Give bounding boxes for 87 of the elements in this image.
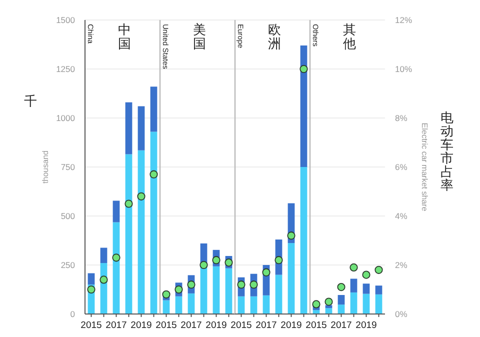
x-tick-label: 2015 (306, 320, 327, 331)
text: 中国 (118, 22, 131, 51)
point (87, 285, 96, 294)
bar (338, 294, 345, 305)
bar (275, 274, 282, 314)
bar (100, 248, 108, 264)
point (274, 256, 283, 264)
x-tick-label: 2019 (280, 320, 302, 331)
point (300, 64, 308, 74)
x-tick-label: 2019 (356, 320, 377, 331)
bar (350, 292, 358, 314)
x-tick-label: 2017 (106, 320, 127, 331)
bar (225, 268, 232, 314)
y-tick-label: 750 (60, 162, 76, 172)
bar (375, 286, 382, 294)
point (337, 283, 346, 292)
point (212, 256, 220, 264)
y2-tick-label: 2% (395, 260, 408, 270)
y2-tick-label: 6% (395, 162, 408, 172)
x-tick-label: 2019 (130, 320, 152, 331)
bar (162, 300, 170, 314)
point (112, 254, 120, 262)
bar (375, 294, 382, 314)
y-tick-label: 500 (60, 211, 76, 221)
bar (350, 278, 358, 292)
bar (175, 296, 182, 314)
x-tick-label: 2015 (230, 320, 252, 331)
bar (188, 293, 195, 314)
point (174, 285, 183, 294)
bar (125, 102, 132, 154)
bar (362, 294, 370, 314)
point (374, 266, 383, 274)
bar (250, 296, 258, 314)
bar (300, 167, 308, 314)
x-tick-label: 2019 (206, 320, 227, 331)
y-axis-title: thousand (41, 150, 50, 184)
point (137, 192, 146, 200)
point (187, 280, 196, 289)
x-tick-label: 2017 (330, 320, 352, 331)
x-tick-label: 2017 (256, 320, 277, 331)
bar (112, 200, 120, 222)
point (350, 263, 358, 272)
point (362, 270, 370, 279)
point (312, 300, 320, 308)
bar (138, 106, 145, 150)
x-tick-label: 2015 (156, 320, 177, 331)
text: 其他 (343, 22, 356, 51)
text: 欧洲 (268, 22, 281, 51)
point (324, 298, 333, 306)
bar (238, 296, 245, 314)
bar (288, 243, 295, 314)
y2-tick-label: 0% (395, 309, 408, 319)
point (100, 276, 108, 284)
bar (338, 304, 345, 314)
text: 电动车市占率 (440, 110, 454, 193)
bar (362, 284, 370, 294)
point (287, 232, 296, 240)
y-tick-label: 1500 (56, 15, 76, 25)
point (150, 170, 158, 178)
bar (150, 86, 158, 132)
point (262, 268, 270, 276)
y2-tick-label: 8% (395, 113, 408, 123)
point (200, 260, 208, 270)
y-tick-label: 1000 (56, 113, 76, 123)
y2-tick-label: 10% (395, 64, 412, 74)
y-tick-label: 1250 (56, 64, 76, 74)
bar (262, 295, 270, 314)
point (224, 258, 233, 267)
x-tick-label: 2017 (180, 320, 202, 331)
bar (200, 267, 208, 314)
point (237, 280, 246, 289)
bar (212, 266, 220, 314)
y2-tick-label: 12% (395, 15, 412, 25)
bar (150, 132, 158, 314)
point (250, 280, 258, 289)
point (162, 290, 170, 298)
point (124, 200, 133, 208)
y-tick-label: 250 (60, 260, 76, 270)
text: 千 (24, 93, 37, 108)
text: 美国 (193, 22, 206, 51)
y-tick-label: 0 (70, 309, 76, 319)
bar (125, 154, 132, 314)
y2-axis-title: Electric car market share (420, 122, 429, 212)
bar (138, 150, 145, 314)
y2-tick-label: 4% (395, 211, 408, 221)
x-tick-label: 2015 (80, 320, 102, 331)
bar (88, 273, 95, 285)
